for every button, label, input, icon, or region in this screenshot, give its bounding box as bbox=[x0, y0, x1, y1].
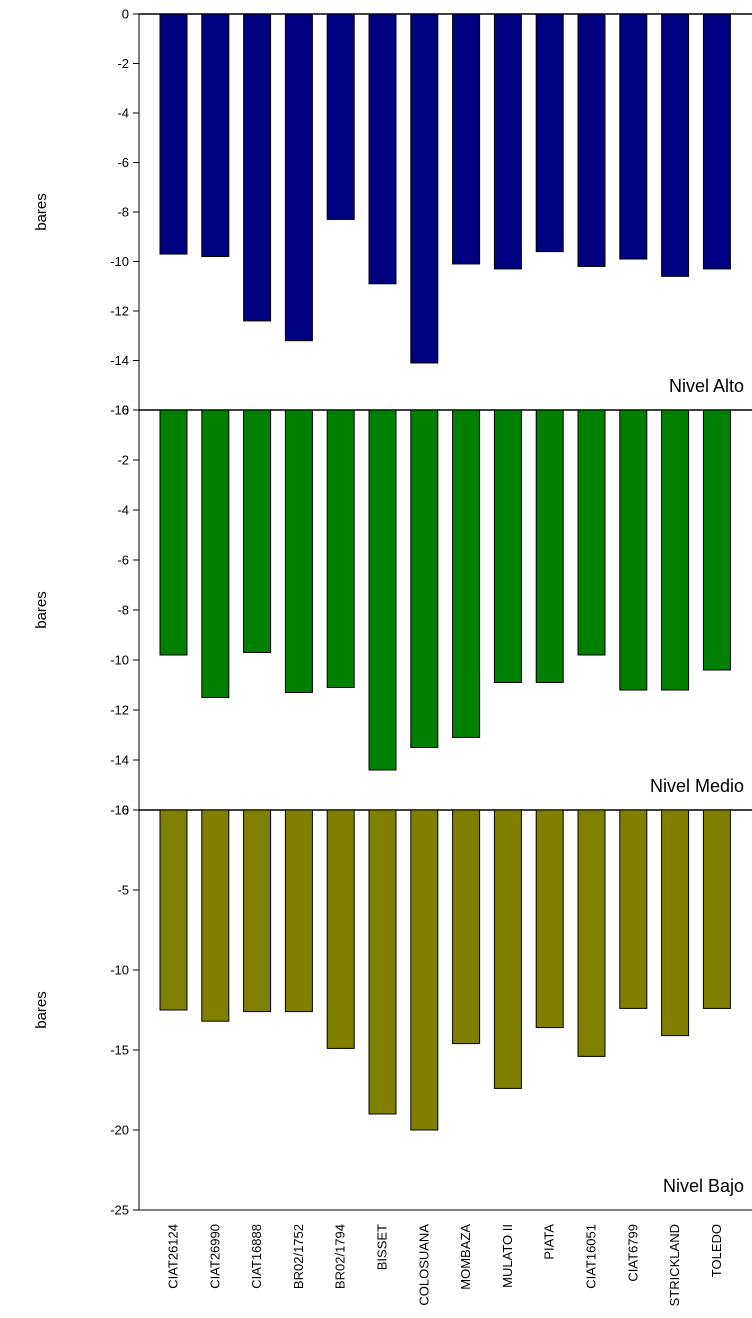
y-tick-label: -10 bbox=[110, 254, 129, 269]
y-tick-label: -6 bbox=[117, 553, 129, 568]
y-tick-label: 0 bbox=[122, 803, 129, 818]
bar bbox=[577, 409, 606, 656]
bar bbox=[284, 13, 313, 342]
bar bbox=[284, 409, 313, 693]
bar bbox=[577, 13, 606, 267]
bar bbox=[702, 409, 731, 671]
x-tick-label: MOMBAZA bbox=[458, 1224, 473, 1290]
x-tick-label: PIATA bbox=[542, 1224, 557, 1260]
x-tick-label: BR02/1752 bbox=[291, 1224, 306, 1289]
x-tick-label: CIAT16888 bbox=[249, 1224, 264, 1289]
y-tick-label: -16 bbox=[110, 403, 129, 418]
bar bbox=[493, 409, 522, 683]
y-tick-label: -15 bbox=[110, 1043, 129, 1058]
bar bbox=[410, 809, 439, 1131]
y-tick-label: -8 bbox=[117, 603, 129, 618]
bar bbox=[661, 409, 690, 691]
bar bbox=[201, 409, 230, 698]
bar bbox=[243, 13, 272, 322]
y-tick-label: -12 bbox=[110, 703, 129, 718]
y-tick-label: 0 bbox=[122, 403, 129, 418]
bar bbox=[702, 13, 731, 270]
bar bbox=[201, 13, 230, 258]
bar bbox=[619, 809, 648, 1009]
x-tick-label: COLOSUANA bbox=[416, 1224, 431, 1306]
y-tick-label: -4 bbox=[117, 503, 129, 518]
bar bbox=[410, 13, 439, 364]
bar bbox=[326, 809, 355, 1049]
panel-label: Nivel Medio bbox=[650, 776, 744, 796]
y-tick-label: -6 bbox=[117, 155, 129, 170]
bar bbox=[661, 809, 690, 1037]
bar bbox=[535, 809, 564, 1029]
bar bbox=[326, 409, 355, 688]
bar bbox=[619, 13, 648, 260]
x-tick-label: CIAT6799 bbox=[625, 1224, 640, 1282]
bar bbox=[159, 409, 188, 656]
y-tick-label: -4 bbox=[117, 106, 129, 121]
y-tick-label: -10 bbox=[110, 653, 129, 668]
y-tick-label: -25 bbox=[110, 1203, 129, 1218]
bar bbox=[493, 13, 522, 270]
y-axis-title: bares bbox=[33, 193, 50, 231]
bar bbox=[368, 13, 397, 285]
bar bbox=[452, 409, 481, 738]
bar bbox=[410, 409, 439, 748]
bar bbox=[452, 13, 481, 265]
panel-label: Nivel Alto bbox=[669, 376, 744, 396]
bar bbox=[493, 809, 522, 1089]
y-axis-title: bares bbox=[33, 591, 50, 629]
y-tick-label: -14 bbox=[110, 353, 129, 368]
y-tick-label: 0 bbox=[122, 7, 129, 22]
y-tick-label: -2 bbox=[117, 453, 129, 468]
x-tick-label: MULATO II bbox=[500, 1224, 515, 1288]
bar bbox=[326, 13, 355, 220]
y-tick-label: -12 bbox=[110, 304, 129, 319]
panel-label: Nivel Bajo bbox=[663, 1176, 744, 1196]
y-tick-label: -8 bbox=[117, 205, 129, 220]
bar bbox=[243, 809, 272, 1013]
bar bbox=[201, 809, 230, 1022]
x-tick-label: TOLEDO bbox=[709, 1224, 724, 1277]
y-tick-label: -14 bbox=[110, 753, 129, 768]
bar bbox=[368, 409, 397, 771]
bar bbox=[284, 809, 313, 1013]
y-tick-label: -10 bbox=[110, 963, 129, 978]
x-tick-label: STRICKLAND bbox=[667, 1224, 682, 1306]
y-tick-label: -16 bbox=[110, 803, 129, 818]
bar bbox=[619, 409, 648, 691]
x-tick-label: CIAT26990 bbox=[207, 1224, 222, 1289]
bar bbox=[452, 809, 481, 1045]
y-tick-label: -2 bbox=[117, 56, 129, 71]
bar bbox=[661, 13, 690, 277]
bar bbox=[702, 809, 731, 1009]
bar bbox=[577, 809, 606, 1057]
y-tick-label: -5 bbox=[117, 883, 129, 898]
x-tick-label: BR02/1794 bbox=[333, 1224, 348, 1289]
y-axis-title: bares bbox=[33, 991, 50, 1029]
bar bbox=[159, 13, 188, 255]
bar bbox=[243, 409, 272, 653]
x-tick-label: BISSET bbox=[375, 1224, 390, 1270]
x-tick-label: CIAT16051 bbox=[584, 1224, 599, 1289]
y-tick-label: -20 bbox=[110, 1123, 129, 1138]
bar bbox=[535, 409, 564, 683]
bar bbox=[368, 809, 397, 1115]
x-tick-label: CIAT26124 bbox=[166, 1224, 181, 1289]
bar bbox=[535, 13, 564, 253]
bar bbox=[159, 809, 188, 1011]
